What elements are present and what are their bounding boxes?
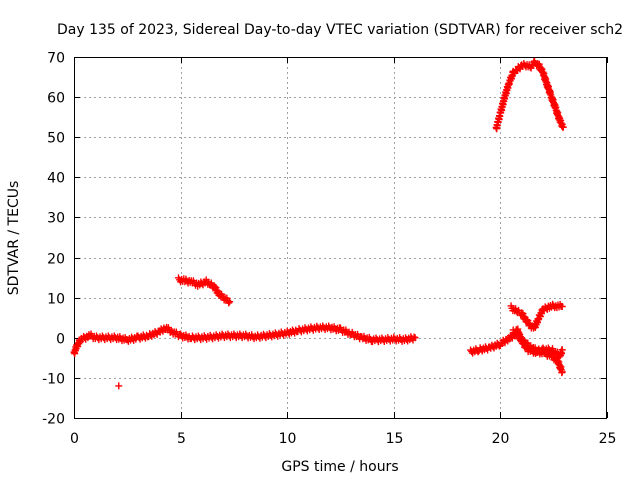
x-tick-label: 0 (70, 431, 79, 447)
data-points (70, 57, 567, 390)
x-tick-label: 20 (492, 431, 510, 447)
y-axis-tick-labels: -20 -10 0 10 20 30 40 50 60 70 (42, 51, 65, 428)
chart-title: Day 135 of 2023, Sidereal Day-to-day VTE… (57, 22, 623, 38)
x-tick-label: 25 (599, 431, 617, 447)
y-tick-label: 20 (47, 252, 65, 268)
x-axis-label: GPS time / hours (281, 459, 398, 475)
y-tick-label: -10 (42, 372, 65, 388)
y-tick-label: 30 (47, 211, 65, 227)
data-point (558, 368, 566, 376)
x-tick-label: 5 (177, 431, 186, 447)
data-point (558, 346, 566, 354)
grid-lines (74, 57, 607, 418)
data-point (225, 299, 233, 307)
y-tick-label: 60 (47, 91, 65, 107)
data-point (115, 382, 123, 390)
data-point (167, 326, 175, 334)
y-tick-label: 50 (47, 131, 65, 147)
x-tick-label: 10 (279, 431, 297, 447)
plot-frame (74, 57, 607, 419)
data-point (411, 334, 419, 342)
data-point (226, 298, 234, 306)
y-tick-label: 10 (47, 292, 65, 308)
y-tick-label: 0 (56, 332, 65, 348)
axis-ticks (74, 57, 608, 419)
x-tick-label: 15 (386, 431, 404, 447)
y-tick-label: 70 (47, 51, 65, 67)
y-tick-label: -20 (42, 412, 65, 428)
y-axis-label: SDTVAR / TECUs (6, 181, 22, 296)
data-point (558, 302, 566, 310)
data-point (559, 123, 567, 131)
x-axis-tick-labels: 0 5 10 15 20 25 (70, 431, 616, 447)
data-point (534, 346, 542, 354)
y-tick-label: 40 (47, 171, 65, 187)
